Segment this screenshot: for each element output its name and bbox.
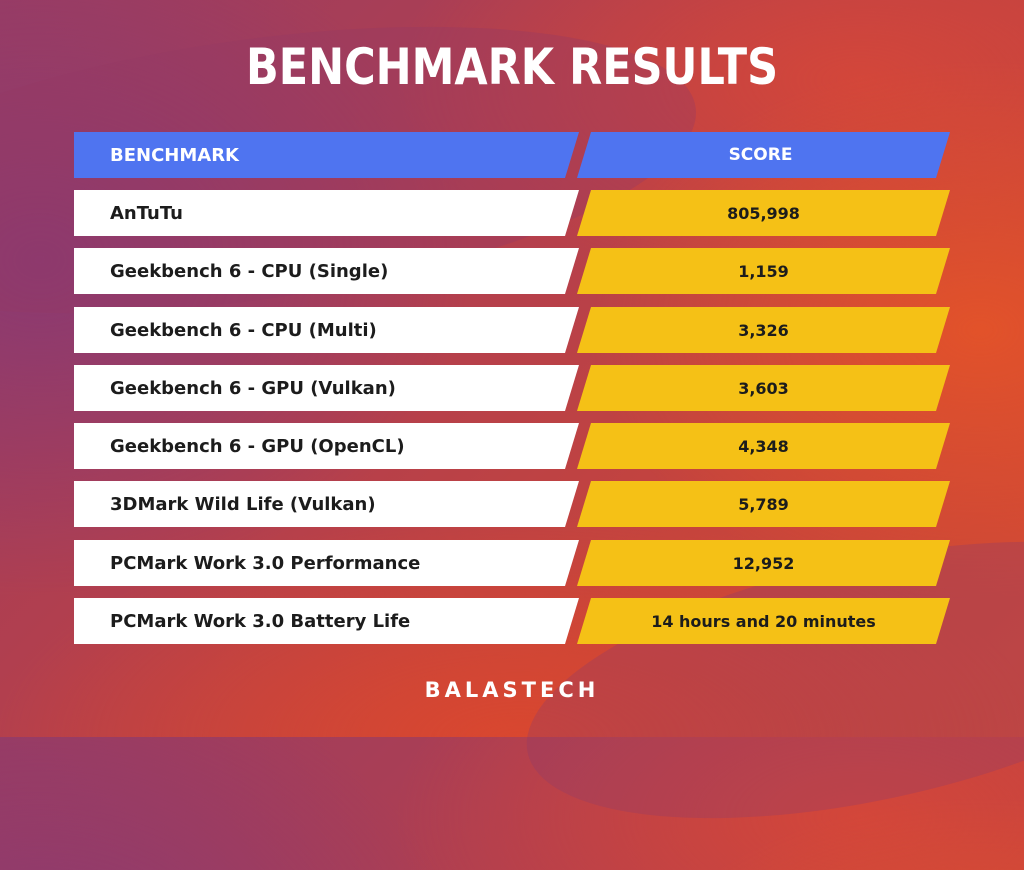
table-row: Geekbench 6 - GPU (OpenCL) 4,348	[74, 423, 950, 469]
benchmark-name: AnTuTu	[74, 190, 579, 236]
benchmark-name: Geekbench 6 - GPU (Vulkan)	[74, 365, 579, 411]
table-header: BENCHMARK SCORE	[74, 132, 950, 178]
benchmark-name: Geekbench 6 - CPU (Single)	[74, 248, 579, 294]
benchmark-score: 805,998	[577, 190, 950, 236]
benchmark-name: PCMark Work 3.0 Performance	[74, 540, 579, 586]
table-row: AnTuTu 805,998	[74, 190, 950, 236]
benchmark-name: PCMark Work 3.0 Battery Life	[74, 598, 579, 644]
benchmark-score: 3,326	[577, 307, 950, 353]
benchmark-score: 1,159	[577, 248, 950, 294]
benchmark-name: Geekbench 6 - GPU (OpenCL)	[74, 423, 579, 469]
table-row: 3DMark Wild Life (Vulkan) 5,789	[74, 481, 950, 527]
table-row: Geekbench 6 - CPU (Multi) 3,326	[74, 307, 950, 353]
benchmark-score: 5,789	[577, 481, 950, 527]
brand-logo: BALASTECH	[424, 678, 600, 702]
page-title: BENCHMARK RESULTS	[245, 38, 779, 96]
benchmark-score: 4,348	[577, 423, 950, 469]
benchmark-score: 12,952	[577, 540, 950, 586]
benchmark-name: 3DMark Wild Life (Vulkan)	[74, 481, 579, 527]
table-row: PCMark Work 3.0 Battery Life 14 hours an…	[74, 598, 950, 644]
benchmark-name: Geekbench 6 - CPU (Multi)	[74, 307, 579, 353]
table-row: PCMark Work 3.0 Performance 12,952	[74, 540, 950, 586]
benchmark-score: 3,603	[577, 365, 950, 411]
header-score: SCORE	[577, 132, 950, 178]
header-benchmark: BENCHMARK	[74, 132, 579, 178]
benchmark-score: 14 hours and 20 minutes	[577, 598, 950, 644]
table-row: Geekbench 6 - GPU (Vulkan) 3,603	[74, 365, 950, 411]
table-row: Geekbench 6 - CPU (Single) 1,159	[74, 248, 950, 294]
